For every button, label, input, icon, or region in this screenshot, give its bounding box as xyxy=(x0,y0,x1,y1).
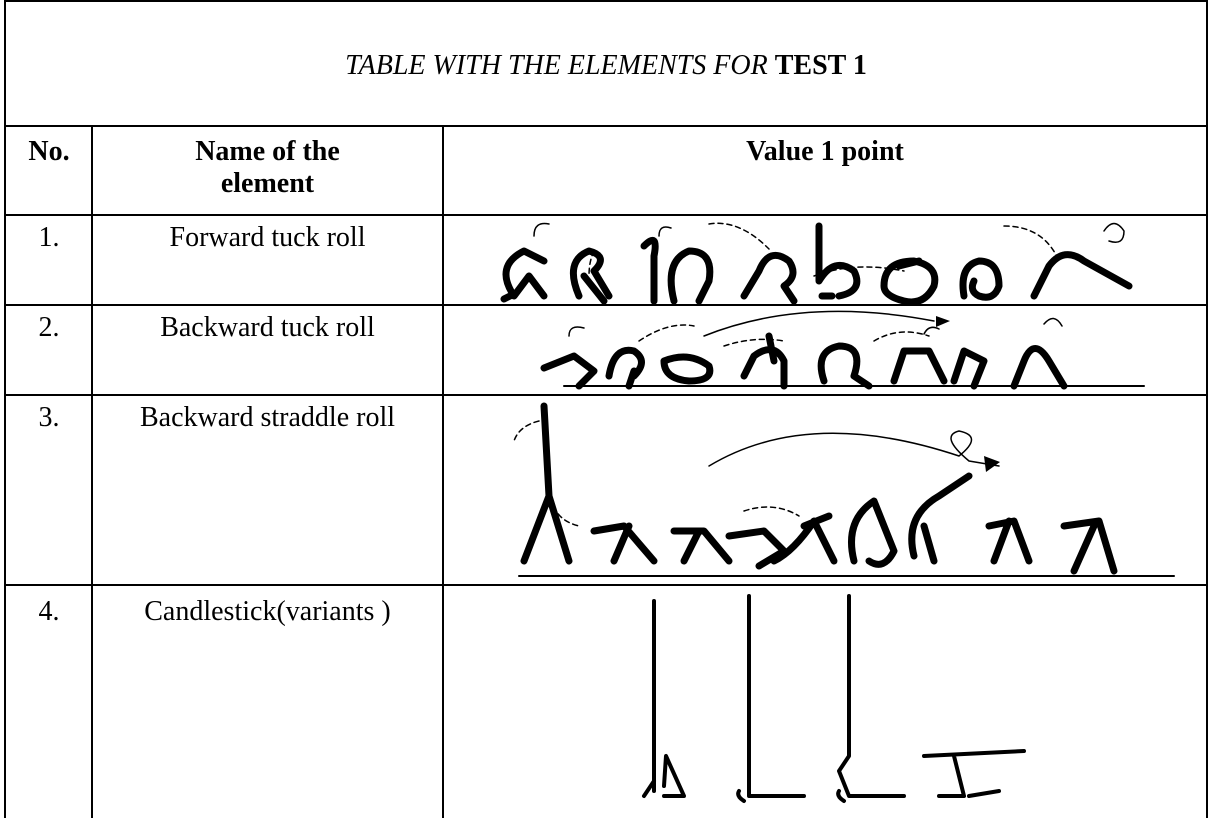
figure-candlestick xyxy=(642,594,1026,803)
figure-forward-roll xyxy=(500,222,1133,304)
row-no: 1. xyxy=(38,222,60,253)
header-no: No. xyxy=(28,136,70,167)
title-italic: TABLE WITH THE ELEMENTS FOR xyxy=(345,50,768,81)
row-line xyxy=(4,125,1208,127)
row-line xyxy=(4,394,1208,396)
title-bold: TEST 1 xyxy=(774,50,867,81)
col-line xyxy=(91,125,93,818)
figure-backward-roll xyxy=(540,310,1145,390)
border-top xyxy=(4,0,1208,2)
row-no: 4. xyxy=(38,596,60,627)
row-no: 3. xyxy=(38,402,60,433)
title: TABLE WITH THE ELEMENTS FOR TEST 1 xyxy=(6,50,1206,82)
row-line xyxy=(4,304,1208,306)
border-right xyxy=(1206,0,1208,818)
row-no: 2. xyxy=(38,312,60,343)
header-name: Name of the element xyxy=(195,136,340,199)
row-name: Candlestick(variants ) xyxy=(144,596,391,627)
row-name: Backward tuck roll xyxy=(160,312,375,343)
col-line xyxy=(442,125,444,818)
figure-straddle-roll xyxy=(513,402,1175,577)
row-name: Forward tuck roll xyxy=(169,222,366,253)
row-line xyxy=(4,214,1208,216)
header-value: Value 1 point xyxy=(746,136,904,167)
row-line xyxy=(4,584,1208,586)
row-name: Backward straddle roll xyxy=(139,402,396,433)
border-left xyxy=(4,0,6,818)
